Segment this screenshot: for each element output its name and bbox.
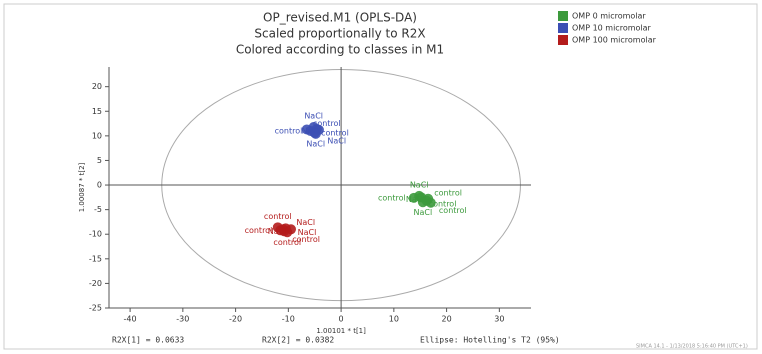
footer-stamp: SIMCA 14.1 - 1/13/2018 5:16:40 PM (UTC+1…: [636, 344, 748, 350]
footer-text: R2X[2] = 0.0382: [262, 336, 334, 345]
y-tick-label: -15: [89, 254, 102, 263]
chart-title: Colored according to classes in M1: [236, 43, 444, 57]
point-label: NaCl: [410, 180, 429, 189]
frame: [3, 3, 758, 350]
point-label: NaCl: [268, 227, 287, 236]
point-label: control: [292, 235, 320, 244]
point-label: control: [434, 188, 462, 197]
legend-label: OMP 0 micromolar: [572, 12, 646, 21]
point: [425, 197, 436, 208]
point-label: NaCl: [414, 208, 433, 217]
y-tick-label: -10: [89, 230, 102, 239]
x-tick-label: 10: [389, 315, 399, 324]
point-label: control: [245, 226, 273, 235]
legend-label: OMP 100 micromolar: [572, 36, 657, 45]
point-label: NaCl: [301, 126, 320, 135]
legend-label: OMP 10 micromolar: [572, 24, 652, 33]
point: [310, 128, 321, 139]
x-tick-label: -40: [124, 315, 137, 324]
y-tick-label: 0: [97, 181, 102, 190]
y-tick-label: -20: [89, 279, 102, 288]
point-label: control: [321, 128, 349, 137]
point-label: NaCl: [306, 139, 325, 148]
point-label: control: [273, 238, 301, 247]
point-label: NaCl: [298, 228, 317, 237]
point-label: NaCl: [406, 195, 425, 204]
point-label: control: [378, 193, 406, 202]
y-tick-label: 10: [92, 131, 102, 140]
x-axis-label: 1.00101 * t[1]: [316, 327, 366, 335]
chart-title: Scaled proportionally to R2X: [254, 27, 425, 41]
footer-text: R2X[1] = 0.0633: [112, 336, 184, 345]
legend-swatch: [558, 35, 568, 45]
point-label: NaCl: [296, 218, 315, 227]
point-label: control: [275, 126, 303, 135]
chart-title: OP_revised.M1 (OPLS-DA): [263, 11, 417, 25]
point-label: NaCl: [327, 136, 346, 145]
legend-swatch: [558, 23, 568, 33]
point: [282, 227, 293, 238]
y-axis-label: 1.00087 * t[2]: [78, 162, 86, 212]
x-tick-label: -20: [229, 315, 242, 324]
y-tick-label: 15: [92, 107, 102, 116]
y-tick-label: -5: [94, 205, 102, 214]
point-label: control: [264, 212, 292, 221]
x-tick-label: 20: [442, 315, 452, 324]
x-tick-label: -30: [176, 315, 189, 324]
y-tick-label: -25: [89, 304, 102, 313]
point-label: control: [439, 206, 467, 215]
point: [417, 197, 428, 208]
x-tick-label: -10: [282, 315, 295, 324]
point-label: control: [313, 119, 341, 128]
y-tick-label: 20: [92, 82, 102, 91]
legend-swatch: [558, 11, 568, 21]
point-label: control: [429, 199, 457, 208]
point: [408, 192, 419, 203]
x-tick-label: 30: [494, 315, 504, 324]
footer-text: Ellipse: Hotelling's T2 (95%): [420, 336, 560, 345]
y-tick-label: 5: [97, 156, 102, 165]
x-tick-label: 0: [339, 315, 344, 324]
point-label: NaCl: [304, 112, 323, 121]
